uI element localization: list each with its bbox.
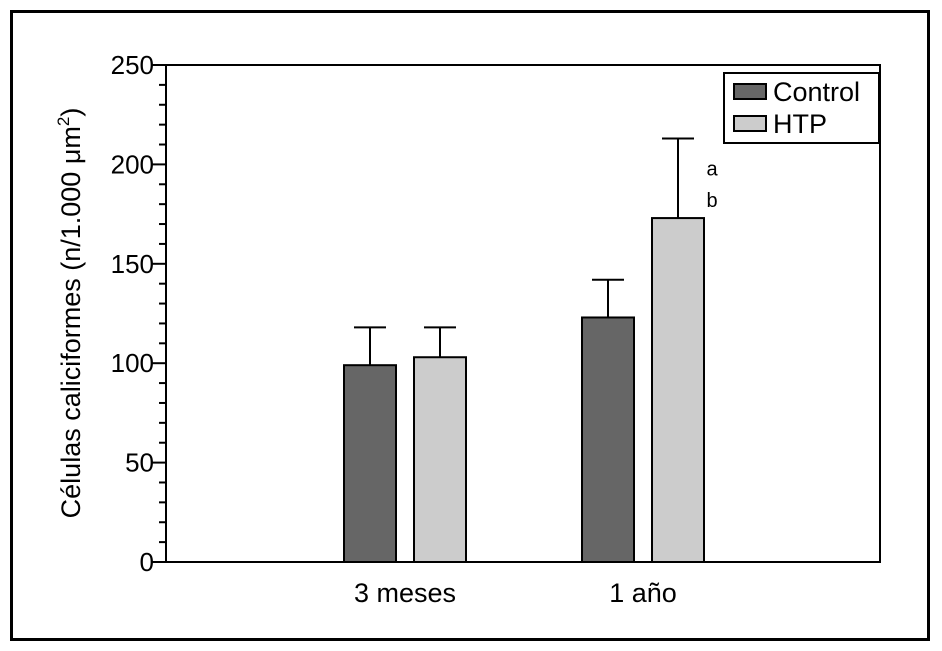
annotations-layer: ab <box>706 158 718 212</box>
legend-label-control: Control <box>773 77 860 107</box>
axes-layer <box>165 64 881 563</box>
x-tick-label: 3 meses <box>354 578 456 608</box>
x-labels-layer: 3 meses 1 año <box>354 578 677 608</box>
y-axis-label: Células caliciformes (n/1.000 μm2) <box>54 108 86 519</box>
bar-htp-1-ano <box>651 217 705 564</box>
legend: Control HTP <box>723 72 880 144</box>
x-tick-label: 1 año <box>609 578 677 608</box>
y-tick-label: 200 <box>111 149 154 179</box>
annotation-a: a <box>706 158 718 180</box>
y-tick-label: 100 <box>111 348 154 378</box>
error-bars-layer <box>354 137 694 366</box>
y-tick-label: 250 <box>111 50 154 80</box>
plot-area-border <box>165 64 881 563</box>
y-tick-label: 150 <box>111 249 154 279</box>
legend-label-htp: HTP <box>773 109 827 139</box>
bar-control-1-ano <box>581 316 635 564</box>
y-tick-label: 50 <box>125 448 154 478</box>
legend-swatch-htp <box>733 115 767 132</box>
y-tick-label: 0 <box>140 547 154 577</box>
y-ticks-layer: 0 50 100 150 200 250 <box>111 50 166 577</box>
annotation-b: b <box>706 190 717 212</box>
bar-htp-3-meses <box>413 356 467 563</box>
bars-layer <box>343 217 705 564</box>
legend-swatch-control <box>733 83 767 100</box>
bar-control-3-meses <box>343 364 397 563</box>
